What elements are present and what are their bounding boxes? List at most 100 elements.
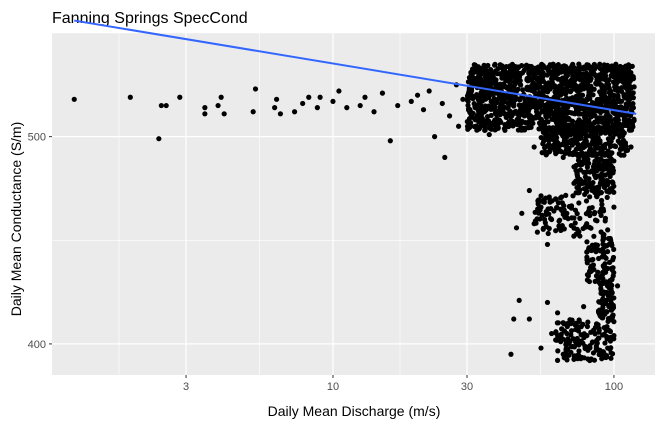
data-point xyxy=(464,123,471,129)
data-point xyxy=(620,137,627,143)
data-point xyxy=(572,111,578,117)
data-point xyxy=(554,320,560,326)
data-point xyxy=(603,162,609,168)
data-point xyxy=(587,357,593,364)
data-point xyxy=(591,211,598,217)
data-point xyxy=(602,130,608,136)
data-point xyxy=(581,71,587,78)
data-point xyxy=(595,308,602,314)
data-point xyxy=(590,67,596,73)
data-point xyxy=(559,90,565,97)
data-point xyxy=(464,119,470,125)
data-point xyxy=(563,346,569,353)
data-point xyxy=(601,331,607,337)
data-point xyxy=(544,128,551,134)
data-point xyxy=(584,133,590,139)
data-point xyxy=(577,233,583,239)
data-point xyxy=(524,84,531,90)
data-point xyxy=(615,93,621,99)
data-point xyxy=(578,332,584,338)
data-point xyxy=(215,102,221,109)
data-point xyxy=(594,97,600,103)
data-point xyxy=(609,290,615,296)
data-point xyxy=(526,187,532,194)
data-point xyxy=(218,94,224,100)
x-tick-label: 10 xyxy=(327,381,339,393)
data-point xyxy=(503,84,509,90)
data-point xyxy=(532,114,538,120)
data-point xyxy=(611,189,617,195)
data-point xyxy=(539,212,545,218)
data-point xyxy=(163,102,169,109)
data-point xyxy=(584,221,590,227)
data-point xyxy=(568,332,574,338)
data-point xyxy=(535,64,542,70)
data-point xyxy=(601,280,607,286)
data-point xyxy=(576,348,582,354)
data-point xyxy=(504,94,510,101)
data-point xyxy=(631,84,637,90)
data-point xyxy=(502,127,508,133)
data-point xyxy=(603,166,609,172)
data-point xyxy=(577,118,583,125)
data-point xyxy=(598,299,604,306)
data-point xyxy=(495,65,501,72)
data-point xyxy=(509,120,515,127)
data-point xyxy=(357,102,363,109)
data-point xyxy=(474,102,481,108)
data-point xyxy=(558,194,565,200)
data-point xyxy=(606,140,612,146)
data-point xyxy=(609,242,615,248)
data-point xyxy=(549,76,555,82)
data-point xyxy=(529,82,535,88)
data-point xyxy=(314,105,320,111)
data-point xyxy=(408,98,414,104)
data-point xyxy=(574,184,580,191)
data-point xyxy=(607,129,613,136)
data-point xyxy=(371,109,377,115)
data-point xyxy=(512,63,519,70)
data-point xyxy=(559,128,565,134)
data-point xyxy=(611,333,617,339)
data-point xyxy=(546,149,553,155)
data-point xyxy=(536,69,542,76)
data-point xyxy=(604,109,610,115)
data-point xyxy=(491,91,497,97)
data-point xyxy=(590,350,597,356)
data-point xyxy=(512,109,518,115)
data-point xyxy=(599,290,605,296)
data-point xyxy=(586,224,593,230)
data-point xyxy=(580,98,586,104)
data-point xyxy=(580,321,586,327)
data-point xyxy=(585,86,591,92)
data-point xyxy=(598,82,604,88)
data-point xyxy=(597,89,603,95)
data-point xyxy=(484,70,490,76)
data-point xyxy=(578,66,584,72)
data-point xyxy=(594,78,600,84)
data-point xyxy=(630,105,636,111)
data-point xyxy=(554,119,560,125)
data-point xyxy=(583,180,589,187)
x-axis-title: Daily Mean Discharge (m/s) xyxy=(268,403,441,419)
data-point xyxy=(379,90,386,96)
data-point xyxy=(602,218,608,224)
data-point xyxy=(511,83,517,89)
data-point xyxy=(597,61,603,67)
data-point xyxy=(608,300,615,307)
data-point xyxy=(610,180,616,186)
data-point xyxy=(545,230,551,237)
data-point xyxy=(616,151,622,157)
data-point xyxy=(567,320,574,326)
data-point xyxy=(555,348,561,354)
data-point xyxy=(586,160,592,166)
data-point xyxy=(538,84,544,90)
data-point xyxy=(588,257,594,263)
data-point xyxy=(546,225,552,232)
data-point xyxy=(624,147,631,153)
data-point xyxy=(600,275,606,282)
data-point xyxy=(492,110,499,116)
data-point xyxy=(591,61,597,68)
data-point xyxy=(602,340,608,346)
